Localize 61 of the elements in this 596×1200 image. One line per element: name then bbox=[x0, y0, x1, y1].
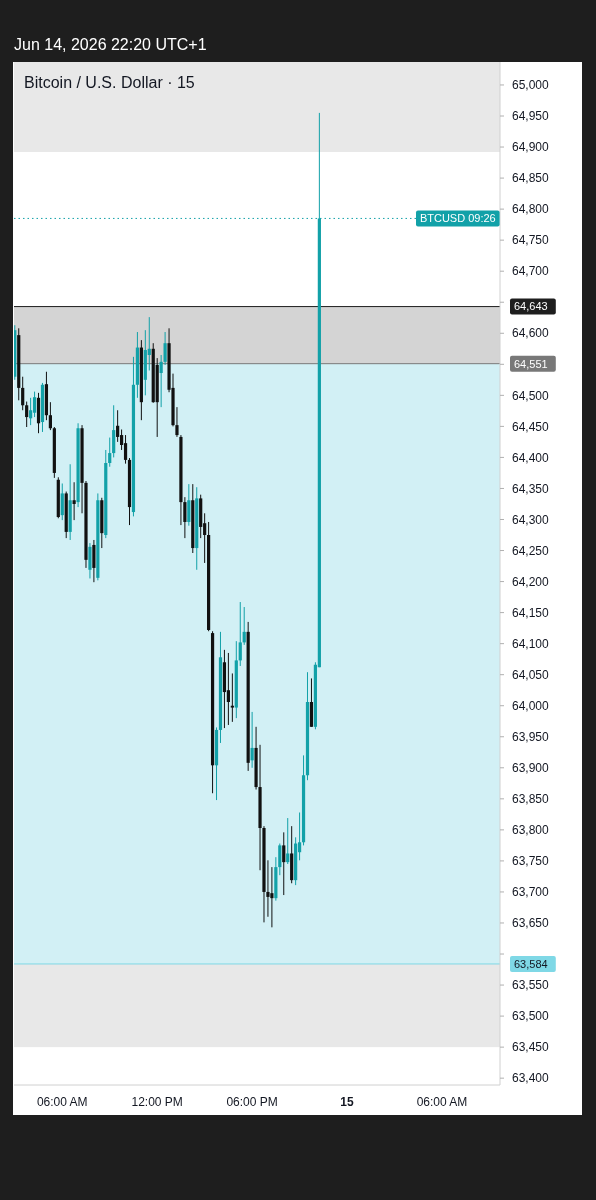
ref-line-label: 64,551 bbox=[514, 357, 548, 370]
candlestick bbox=[108, 437, 112, 468]
y-tick-label: 64,500 bbox=[512, 388, 550, 403]
y-tick-label: 63,650 bbox=[512, 916, 550, 931]
candlestick bbox=[250, 711, 254, 769]
y-tick-label: 63,400 bbox=[512, 1071, 550, 1086]
chart-subtitle: Jun 14, 2026 22:20 UTC+1 bbox=[14, 36, 207, 53]
y-tick-label: 64,400 bbox=[512, 450, 550, 465]
y-tick-label: 63,850 bbox=[512, 792, 550, 807]
candlestick bbox=[29, 397, 33, 426]
y-tick-label: 64,100 bbox=[512, 636, 550, 651]
y-tick-label: 64,450 bbox=[512, 419, 550, 434]
candlestick bbox=[32, 391, 37, 418]
ref-line-label: 63,584 bbox=[514, 957, 548, 970]
y-tick-label: 65,000 bbox=[512, 78, 550, 93]
y-tick-label: 64,350 bbox=[512, 481, 550, 496]
y-tick-label: 64,150 bbox=[512, 605, 550, 620]
y-tick-label: 64,250 bbox=[512, 543, 550, 558]
candlestick bbox=[92, 539, 96, 583]
y-tick-label: 63,800 bbox=[512, 823, 550, 838]
candlestick bbox=[112, 404, 116, 458]
candlestick bbox=[21, 376, 25, 411]
candlestick bbox=[72, 481, 76, 521]
y-tick-label: 63,900 bbox=[512, 761, 550, 775]
y-tick-label: 64,300 bbox=[512, 512, 550, 527]
candlestick bbox=[60, 482, 64, 521]
y-tick-label: 64,050 bbox=[512, 667, 550, 682]
candlestick bbox=[187, 483, 191, 527]
y-tick-label: 64,800 bbox=[512, 202, 550, 217]
candlestick bbox=[286, 817, 290, 865]
x-tick-label: 06:00 AM bbox=[36, 1095, 88, 1109]
y-tick-label: 64,900 bbox=[512, 140, 550, 155]
x-tick-label: 12:00 PM bbox=[131, 1095, 183, 1109]
y-tick-label: 63,700 bbox=[512, 885, 550, 900]
candlestick bbox=[88, 542, 92, 579]
y-tick-label: 64,950 bbox=[512, 109, 550, 124]
candlestick bbox=[230, 672, 234, 723]
y-tick-label: 64,000 bbox=[512, 698, 550, 713]
candlestick bbox=[238, 601, 242, 667]
candlestick bbox=[226, 652, 230, 726]
y-tick-label: 64,200 bbox=[512, 574, 550, 589]
candlestick bbox=[48, 401, 52, 431]
candlestick bbox=[282, 831, 286, 896]
y-tick-label: 64,750 bbox=[512, 233, 550, 248]
x-tick-label: 06:00 PM bbox=[226, 1095, 278, 1109]
y-tick-label: 63,450 bbox=[512, 1040, 550, 1055]
y-tick-label: 63,500 bbox=[512, 1009, 550, 1024]
candlestick bbox=[123, 434, 128, 465]
y-tick-label: 64,700 bbox=[512, 264, 550, 279]
text: Bitcoin / U.S. Dollar · 15 bbox=[24, 74, 195, 91]
annotation: BTCUSD 09:26 bbox=[419, 212, 496, 225]
y-tick-label: 64,850 bbox=[512, 171, 550, 186]
x-tick-label: 15 bbox=[340, 1095, 355, 1109]
candlestick bbox=[25, 401, 29, 428]
y-tick-label: 63,750 bbox=[512, 854, 550, 869]
y-tick-label: 63,950 bbox=[512, 729, 550, 744]
x-tick-label: 06:00 AM bbox=[416, 1095, 468, 1109]
y-tick-label: 63,550 bbox=[512, 978, 550, 993]
y-tick-label: 64,600 bbox=[512, 326, 550, 341]
candlestick bbox=[116, 409, 120, 443]
ref-line-label: 64,643 bbox=[514, 300, 548, 313]
